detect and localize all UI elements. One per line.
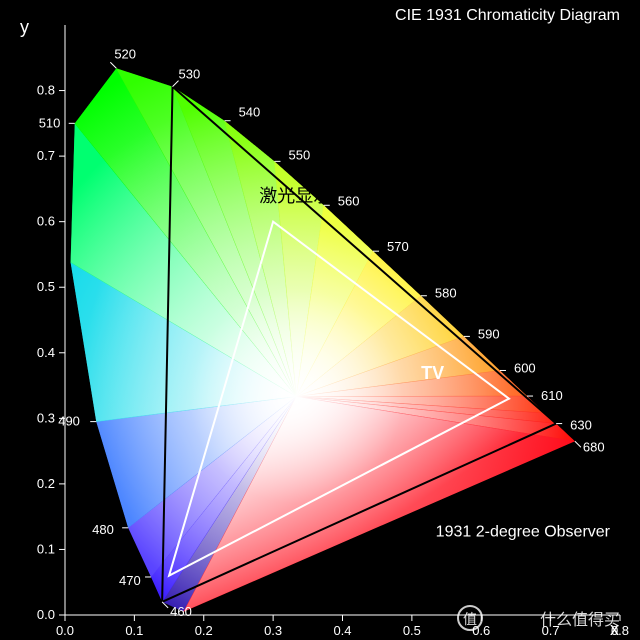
y-tick-label: 0.1 xyxy=(37,541,55,556)
x-tick-label: 0.5 xyxy=(403,623,421,638)
y-tick-label: 0.7 xyxy=(37,148,55,163)
x-tick-label: 0.0 xyxy=(56,623,74,638)
laser-label: 激光显示 xyxy=(259,186,331,206)
wavelength-label: 550 xyxy=(289,147,311,162)
wavelength-label: 570 xyxy=(387,239,409,254)
wavelength-label: 580 xyxy=(435,286,457,301)
wavelength-label: 590 xyxy=(478,326,500,341)
wavelength-label: 540 xyxy=(239,105,261,120)
wavelength-label: 520 xyxy=(114,46,136,61)
wavelength-label: 460 xyxy=(170,604,192,619)
chart-title: CIE 1931 Chromaticity Diagram xyxy=(395,7,620,24)
wavelength-label: 480 xyxy=(92,522,114,537)
wavelength-label: 530 xyxy=(179,67,201,82)
wavelength-label: 680 xyxy=(583,439,605,454)
y-axis-label: y xyxy=(20,17,29,37)
x-tick-label: 0.4 xyxy=(333,623,351,638)
y-tick-label: 0.3 xyxy=(37,410,55,425)
y-tick-label: 0.6 xyxy=(37,214,55,229)
watermark-logo-text: 值 xyxy=(463,611,477,627)
wavelength-label: 470 xyxy=(119,573,141,588)
wavelength-label: 560 xyxy=(338,193,360,208)
observer-note: 1931 2-degree Observer xyxy=(436,523,611,540)
y-tick-label: 0.4 xyxy=(37,345,55,360)
y-tick-label: 0.8 xyxy=(37,83,55,98)
y-tick-label: 0.5 xyxy=(37,279,55,294)
wavelength-label: 600 xyxy=(514,360,536,375)
wavelength-label: 510 xyxy=(39,115,61,130)
watermark: 什么值得买 xyxy=(540,611,620,629)
wavelength-label: 610 xyxy=(541,388,563,403)
x-tick-label: 0.3 xyxy=(264,623,282,638)
y-tick-label: 0.0 xyxy=(37,607,55,622)
cie-1931-diagram: 0.0 0.1 0.2 0.3 0.4 0.5 0.6 0.7 0.8 0.0 0.1 0.2 0.3 0… xyxy=(0,0,640,640)
wavelength-label: 490 xyxy=(58,414,80,429)
wavelength-label: 630 xyxy=(570,418,592,433)
tv-label: TV xyxy=(421,363,444,383)
x-tick-label: 0.1 xyxy=(125,623,143,638)
y-tick-label: 0.2 xyxy=(37,476,55,491)
x-tick-label: 0.2 xyxy=(195,623,213,638)
